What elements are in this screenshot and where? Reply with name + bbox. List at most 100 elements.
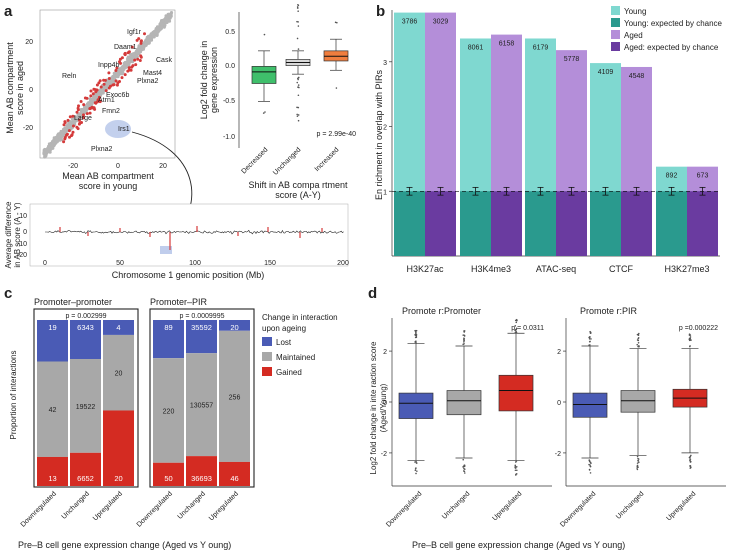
gene-label: Plxna2 — [137, 78, 159, 85]
box-iqr — [251, 66, 277, 84]
scatter-point-highlighted — [134, 63, 138, 67]
scatter-point-highlighted — [67, 129, 71, 133]
d-group-title: Promote r:Promoter — [402, 306, 481, 316]
box-outlier — [637, 459, 640, 462]
scatter-point-highlighted — [82, 113, 85, 117]
bar-young-expected — [394, 191, 425, 256]
scatter-point-highlighted — [62, 123, 66, 127]
scatter-point-highlighted — [123, 52, 127, 56]
box-a-ytick: 0.5 — [225, 29, 235, 36]
track-line — [45, 226, 344, 250]
scatter-xtick: 0 — [116, 163, 120, 170]
b-category-label: CTCF — [609, 264, 633, 274]
scatter-point-highlighted — [139, 39, 143, 43]
scatter-point — [147, 38, 152, 42]
scatter-point — [164, 20, 168, 25]
d-pvalue: p =0.000222 — [679, 325, 718, 332]
box-iqr — [498, 374, 534, 412]
scatter-point — [62, 127, 66, 131]
scatter-point — [168, 15, 172, 19]
box-a-xtick: Increased — [314, 146, 341, 173]
c-label-maintained: 19522 — [76, 404, 96, 411]
bar-label-aged: 3029 — [433, 19, 449, 26]
c-pvalue: p = 0.002999 — [65, 313, 106, 320]
b-ytick: 1 — [383, 189, 387, 196]
scatter-point — [112, 71, 116, 75]
scatter-point-highlighted — [63, 137, 67, 141]
bar-young-expected — [460, 191, 491, 256]
bar-label-young: 6179 — [533, 44, 549, 51]
c-category-label: Downregulated — [20, 490, 58, 528]
b-ytick: 2 — [383, 125, 387, 132]
scatter-point-highlighted — [118, 60, 121, 64]
box-outlier — [689, 459, 691, 461]
box-outlier — [638, 461, 640, 464]
box-outlier — [515, 327, 518, 330]
scatter-point — [118, 67, 123, 72]
scatter-point-highlighted — [62, 140, 66, 144]
scatter-point-highlighted — [104, 89, 108, 93]
track-xtick: 0 — [43, 260, 47, 267]
d-ytick: -2 — [555, 451, 561, 458]
c-bar-gained — [186, 456, 217, 486]
d-ytick: 2 — [557, 349, 561, 356]
scatter-point-highlighted — [94, 90, 98, 94]
gene-label: Igf1r — [127, 29, 142, 36]
gene-label: Reln — [62, 73, 77, 80]
track-ytick: 10 — [19, 213, 27, 220]
box-outlier — [463, 330, 466, 332]
c-bar-gained — [70, 452, 101, 486]
d-pvalue: p = 0.0311 — [511, 325, 544, 332]
box-a-ytick: 0.0 — [225, 63, 235, 70]
track-ytick: 0 — [23, 229, 27, 236]
c-label-gained: 6652 — [77, 474, 94, 483]
gene-label: Large — [74, 115, 92, 122]
scatter-point-highlighted — [116, 81, 120, 85]
box-outlier — [689, 345, 691, 347]
scatter-ylabel: score in aged — [15, 61, 25, 115]
box-outlier — [262, 112, 265, 114]
box-iqr — [620, 390, 656, 413]
track-xtick: 150 — [264, 260, 276, 267]
scatter-point-highlighted — [98, 79, 102, 83]
scatter-point — [144, 42, 148, 46]
c-label-maintained: 42 — [49, 407, 57, 414]
box-outlier — [296, 115, 299, 117]
c-label-lost: 35592 — [191, 323, 212, 332]
box-outlier — [264, 111, 266, 113]
box-outlier — [588, 468, 591, 471]
box-outlier — [636, 468, 639, 471]
scatter-point-highlighted — [107, 77, 111, 80]
scatter-point — [91, 100, 95, 104]
box-outlier — [589, 340, 591, 343]
box-outlier — [637, 458, 640, 460]
c-bar-lost — [70, 320, 101, 360]
c-bar-lost — [186, 320, 217, 354]
panel-a-label: a — [4, 3, 13, 20]
c-label-gained: 20 — [114, 474, 122, 483]
panel-d-label: d — [368, 285, 377, 302]
scatter-point-highlighted — [85, 112, 89, 116]
box-outlier — [636, 455, 639, 458]
scatter-point — [47, 145, 51, 149]
c-label-gained: 46 — [230, 474, 238, 483]
box-outlier — [415, 334, 417, 337]
scatter-point-highlighted — [136, 57, 140, 61]
d-category-label: Unchanged — [615, 490, 645, 520]
scatter-point-highlighted — [95, 83, 99, 87]
scatter-point — [126, 58, 130, 63]
c-label-maintained: 220 — [163, 408, 175, 415]
box-outlier — [516, 469, 518, 472]
c-legend-title: Change in interaction — [262, 313, 338, 322]
box-outlier — [336, 21, 338, 24]
box-outlier — [515, 332, 518, 334]
bar-label-young: 4109 — [598, 69, 614, 76]
c-label-gained: 13 — [48, 474, 56, 483]
box-outlier — [463, 468, 466, 471]
scatter-xlabel: score in young — [79, 181, 138, 191]
box-outlier — [297, 25, 300, 27]
scatter-point-highlighted — [82, 115, 85, 119]
scatter-point-highlighted — [85, 96, 89, 100]
box-outlier — [414, 469, 417, 472]
box-iqr — [572, 392, 608, 418]
